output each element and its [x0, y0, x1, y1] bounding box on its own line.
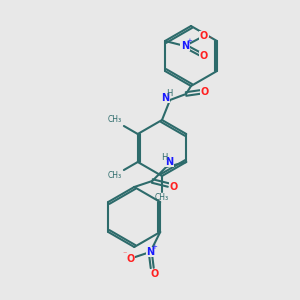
Text: ⁻: ⁻ — [208, 34, 212, 43]
Text: N: N — [165, 157, 173, 167]
Text: CH₃: CH₃ — [155, 194, 169, 202]
Text: N: N — [146, 247, 154, 257]
Text: O: O — [201, 87, 209, 97]
Text: H: H — [161, 154, 167, 163]
Text: O: O — [150, 269, 158, 279]
Text: O: O — [200, 31, 208, 41]
Text: H: H — [166, 89, 172, 98]
Text: O: O — [200, 51, 208, 61]
Text: CH₃: CH₃ — [108, 116, 122, 124]
Text: ⁻: ⁻ — [122, 250, 126, 259]
Text: N: N — [181, 41, 189, 51]
Text: +: + — [186, 38, 192, 44]
Text: +: + — [151, 244, 157, 250]
Text: CH₃: CH₃ — [108, 172, 122, 181]
Text: N: N — [161, 93, 169, 103]
Text: O: O — [126, 254, 134, 264]
Text: O: O — [169, 182, 177, 192]
